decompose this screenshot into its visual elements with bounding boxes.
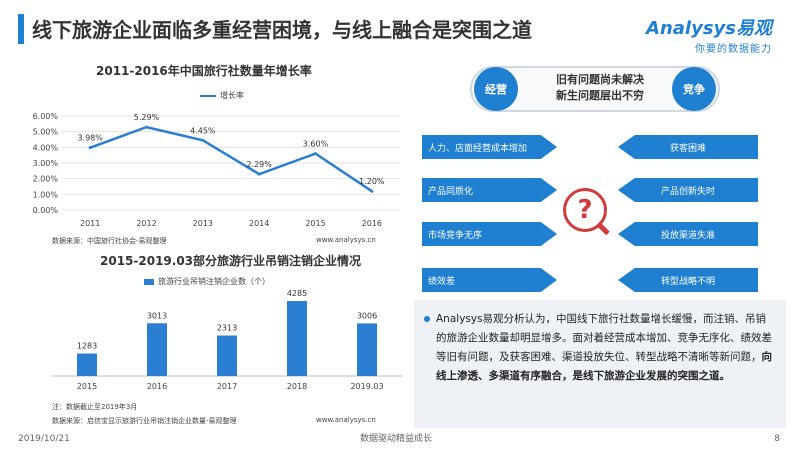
bar-chart-note: 注：数据截止至2019年3月 bbox=[52, 403, 138, 411]
summary-bold-text: 向线上渗透、多渠道有序融合，是线下旅游企业发展的突围之道。 bbox=[436, 351, 772, 382]
data-label: 1.20% bbox=[359, 177, 385, 186]
oval-line-1: 旧有问题尚未解决 bbox=[556, 73, 644, 86]
bar-chart-legend: 旅游行业吊销注销企业数（个） bbox=[144, 276, 270, 287]
right-issue-2: 产品创新失时 bbox=[618, 178, 758, 202]
data-label: 1283 bbox=[77, 342, 97, 351]
page-number: 8 bbox=[774, 434, 780, 444]
left-issue-2: 产品同质化 bbox=[422, 178, 557, 202]
data-point bbox=[145, 125, 148, 129]
oval-line-2: 新生问题层出不穷 bbox=[556, 89, 644, 102]
data-point bbox=[314, 152, 317, 156]
question-tail bbox=[596, 221, 610, 236]
x-tick-label: 2016 bbox=[147, 382, 167, 391]
x-tick-label: 2011 bbox=[80, 219, 100, 228]
left-issue-1: 人力、店面经营成本增加 bbox=[422, 135, 557, 159]
bar bbox=[287, 301, 307, 376]
growth-rate-line bbox=[89, 125, 373, 193]
summary-panel: Analysys易观分析认为，中国线下旅行社数量增长缓慢，而注销、吊销的旅游企业… bbox=[414, 300, 786, 428]
bar bbox=[147, 323, 167, 376]
data-point bbox=[370, 189, 374, 193]
y-tick-label: 5.00% bbox=[33, 128, 59, 137]
x-tick-label: 2012 bbox=[136, 219, 156, 228]
x-tick-label: 2015 bbox=[305, 219, 325, 228]
line-chart-source: 数据来源：中国旅行社协会-易观整理 bbox=[52, 237, 167, 245]
legend-label: 旅游行业吊销注销企业数（个） bbox=[158, 277, 270, 286]
bar bbox=[217, 335, 237, 376]
oval-text: 旧有问题尚未解决 新生问题层出不穷 bbox=[530, 72, 670, 104]
legend-line-swatch bbox=[200, 94, 216, 97]
left-issue-3: 市场竞争无序 bbox=[422, 222, 557, 246]
line-chart-legend: 增长率 bbox=[200, 90, 244, 101]
line-chart-title: 2011-2016年中国旅行社数量年增长率 bbox=[96, 64, 312, 78]
x-tick-label: 2013 bbox=[193, 219, 213, 228]
bar-chart-url: www.analysys.cn bbox=[316, 416, 376, 424]
y-tick-label: 4.00% bbox=[33, 143, 59, 152]
bar bbox=[77, 353, 97, 376]
bullet-icon bbox=[424, 316, 430, 322]
logo-name: Analysys易观 bbox=[646, 18, 772, 39]
page-title: 线下旅游企业面临多重经营困境，与线上融合是突围之道 bbox=[32, 18, 532, 42]
data-label: 3.60% bbox=[303, 140, 329, 149]
data-label: 5.29% bbox=[134, 113, 160, 122]
right-issue-3: 投放渠道失准 bbox=[618, 222, 758, 246]
legend-label: 增长率 bbox=[220, 91, 244, 100]
footer-date: 2019/10/21 bbox=[18, 434, 70, 444]
x-tick-label: 2017 bbox=[217, 382, 237, 391]
y-tick-label: 3.00% bbox=[33, 159, 59, 168]
x-tick-label: 2014 bbox=[249, 219, 269, 228]
right-issue-4: 转型战略不明 bbox=[618, 268, 758, 292]
data-point bbox=[257, 172, 261, 176]
summary-text: Analysys易观分析认为，中国线下旅行社数量增长缓慢，而注销、吊销的旅游企业… bbox=[436, 313, 772, 363]
operation-circle: 经营 bbox=[474, 67, 518, 111]
data-label: 2.29% bbox=[246, 160, 272, 169]
legend-bar-swatch bbox=[144, 278, 154, 285]
y-tick-label: 0.00% bbox=[33, 206, 59, 215]
footer-slogan: 数据驱动精益成长 bbox=[360, 434, 433, 444]
bar-chart-title: 2015-2019.03部分旅游行业吊销注销企业情况 bbox=[100, 254, 362, 268]
data-label: 2313 bbox=[217, 324, 237, 333]
analysys-logo: Analysys易观 你要的数据能力 bbox=[646, 14, 772, 55]
y-tick-label: 2.00% bbox=[33, 175, 59, 184]
bar-chart-source: 数据来源：启信宝显示旅游行业吊销注销企业数量-易观整理 bbox=[52, 417, 237, 425]
x-tick-label: 2018 bbox=[287, 382, 307, 391]
data-label: 4285 bbox=[287, 289, 307, 298]
y-tick-label: 6.00% bbox=[33, 112, 59, 121]
right-issue-1: 获客困难 bbox=[618, 135, 758, 159]
line-chart: 0.00% 1.00% 2.00% 3.00% 4.00% 5.00% 6.00% 3.98%… bbox=[33, 112, 400, 228]
data-point bbox=[88, 146, 92, 150]
logo-slogan: 你要的数据能力 bbox=[695, 44, 772, 55]
left-issue-4: 绩效差 bbox=[422, 268, 557, 292]
data-label: 4.45% bbox=[190, 126, 216, 135]
y-tick-label: 1.00% bbox=[33, 190, 59, 199]
data-label: 3.98% bbox=[77, 134, 103, 143]
data-point bbox=[201, 138, 205, 142]
bar bbox=[357, 323, 377, 376]
x-tick-label: 2016 bbox=[362, 219, 382, 228]
x-tick-label: 2015 bbox=[77, 382, 97, 391]
data-label: 3006 bbox=[357, 311, 377, 320]
x-tick-label: 2019.03 bbox=[350, 382, 383, 391]
bar-chart: 1283 2015 3013 2016 2313 2017 4285 2018 3006 2019… bbox=[52, 289, 402, 391]
data-label: 3013 bbox=[147, 311, 167, 320]
title-accent-bar bbox=[18, 14, 24, 44]
competition-circle: 竞争 bbox=[672, 67, 716, 111]
line-chart-url: www.analysys.cn bbox=[316, 236, 376, 244]
